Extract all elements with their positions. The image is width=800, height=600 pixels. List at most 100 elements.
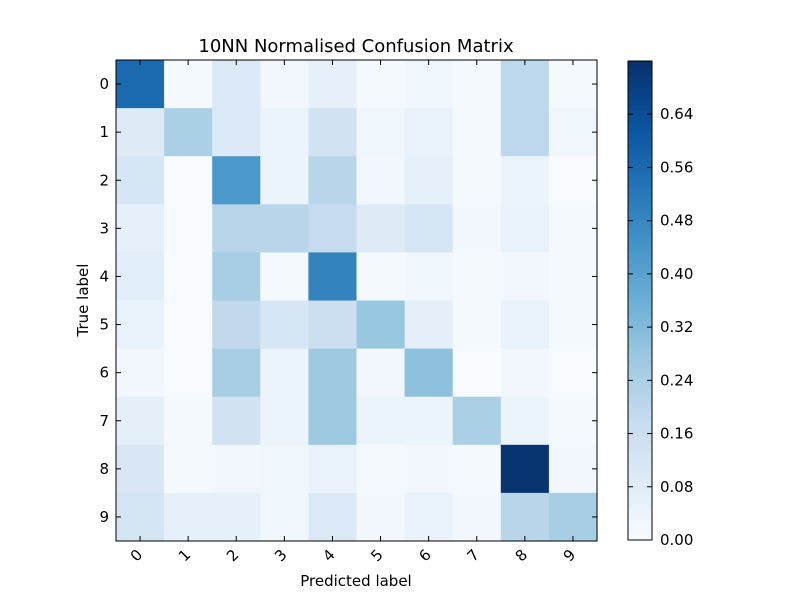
heatmap-cell xyxy=(452,156,502,205)
y-tick-label: 4 xyxy=(99,267,109,285)
heatmap-cell xyxy=(308,156,358,205)
heatmap-cell xyxy=(548,252,598,302)
heatmap-cell xyxy=(500,108,550,157)
heatmap-cell xyxy=(404,156,454,205)
colorbar-tick-label: 0.32 xyxy=(660,318,693,336)
heatmap-cell xyxy=(212,204,261,253)
heatmap-cell xyxy=(356,60,406,109)
heatmap-cell xyxy=(452,348,502,398)
heatmap-cell xyxy=(308,300,358,350)
colorbar-tick-label: 0.08 xyxy=(660,478,693,496)
heatmap-cell xyxy=(164,204,213,253)
heatmap-cells xyxy=(116,60,598,542)
y-tick-label: 2 xyxy=(99,171,109,189)
heatmap-cell xyxy=(500,204,550,253)
heatmap-cell xyxy=(212,108,261,157)
y-tick-label: 7 xyxy=(99,412,109,430)
colorbar-tick-label: 0.00 xyxy=(660,531,693,549)
heatmap-cell xyxy=(548,60,598,109)
colorbar xyxy=(627,60,653,541)
heatmap-cell xyxy=(212,300,261,350)
heatmap-cell xyxy=(308,252,358,302)
heatmap-cell xyxy=(308,492,358,542)
heatmap-cell xyxy=(500,300,550,350)
heatmap-cell xyxy=(308,396,358,446)
x-tick-label: 4 xyxy=(319,546,338,565)
heatmap-cell xyxy=(548,348,598,398)
heatmap-cell xyxy=(404,300,454,350)
heatmap-cell xyxy=(404,348,454,398)
heatmap-cell xyxy=(164,252,213,302)
heatmap-cell xyxy=(500,492,550,542)
heatmap-cell xyxy=(212,396,261,446)
heatmap-cell xyxy=(452,300,502,350)
heatmap-cell xyxy=(164,156,213,205)
heatmap-cell xyxy=(356,300,406,350)
heatmap-cell xyxy=(116,300,165,350)
heatmap-cell xyxy=(452,60,502,109)
heatmap-cell xyxy=(164,300,213,350)
heatmap-cell xyxy=(500,444,550,494)
heatmap-cell xyxy=(260,348,309,398)
heatmap-cell xyxy=(548,444,598,494)
heatmap-cell xyxy=(500,156,550,205)
heatmap-cell xyxy=(404,60,454,109)
heatmap-cell xyxy=(116,492,165,542)
heatmap-cell xyxy=(356,108,406,157)
heatmap-cell xyxy=(116,252,165,302)
heatmap-cell xyxy=(356,252,406,302)
chart-title: 10NN Normalised Confusion Matrix xyxy=(198,36,514,57)
colorbar-tick-label: 0.16 xyxy=(660,425,693,443)
heatmap-cell xyxy=(164,396,213,446)
heatmap-cell xyxy=(356,492,406,542)
heatmap-cell xyxy=(116,396,165,446)
heatmap-cell xyxy=(548,156,598,205)
heatmap-cell xyxy=(404,108,454,157)
colorbar-tick-label: 0.56 xyxy=(660,158,693,176)
colorbar-ticks: 0.00 0.08 0.16 0.24 0.32 0.40 0.48 0.56 0.64 xyxy=(628,105,693,549)
heatmap-cell xyxy=(260,444,309,494)
heatmap-cell xyxy=(260,252,309,302)
x-tick-label: 0 xyxy=(127,546,146,565)
heatmap-cell xyxy=(500,396,550,446)
colorbar-tick-label: 0.40 xyxy=(660,265,693,283)
heatmap-cell xyxy=(308,348,358,398)
heatmap-cell xyxy=(164,108,213,157)
heatmap-cell xyxy=(356,156,406,205)
heatmap-cell xyxy=(452,444,502,494)
heatmap-cell xyxy=(116,108,165,157)
heatmap-cell xyxy=(404,252,454,302)
heatmap-cell xyxy=(116,348,165,398)
heatmap-cell xyxy=(452,492,502,542)
heatmap-cell xyxy=(260,300,309,350)
x-tick-label: 7 xyxy=(463,546,482,565)
heatmap-cell xyxy=(116,204,165,253)
heatmap-cell xyxy=(500,348,550,398)
heatmap-cell xyxy=(356,204,406,253)
heatmap-cell xyxy=(260,108,309,157)
colorbar-tick-label: 0.64 xyxy=(660,105,693,123)
heatmap-cell xyxy=(548,108,598,157)
x-tick-label: 8 xyxy=(512,546,531,565)
heatmap-cell xyxy=(164,444,213,494)
heatmap-cell xyxy=(500,60,550,109)
heatmap-cell xyxy=(404,396,454,446)
heatmap-cell xyxy=(212,60,261,109)
heatmap-cell xyxy=(260,60,309,109)
heatmap-cell xyxy=(356,444,406,494)
heatmap-cell xyxy=(548,492,598,542)
y-ticks: 0 1 2 3 4 5 6 7 8 9 xyxy=(99,75,597,526)
x-tick-label: 9 xyxy=(560,546,579,565)
plot-frame xyxy=(115,59,598,542)
x-axis-label: Predicted label xyxy=(300,572,411,590)
heatmap-cell xyxy=(164,492,213,542)
heatmap-cell xyxy=(452,396,502,446)
heatmap-cell xyxy=(404,444,454,494)
heatmap-cell xyxy=(212,492,261,542)
heatmap-cell xyxy=(308,108,358,157)
y-tick-label: 8 xyxy=(99,460,109,478)
y-tick-label: 6 xyxy=(99,364,109,382)
x-tick-label: 1 xyxy=(175,546,194,565)
heatmap-cell xyxy=(452,252,502,302)
heatmap-cell xyxy=(356,348,406,398)
